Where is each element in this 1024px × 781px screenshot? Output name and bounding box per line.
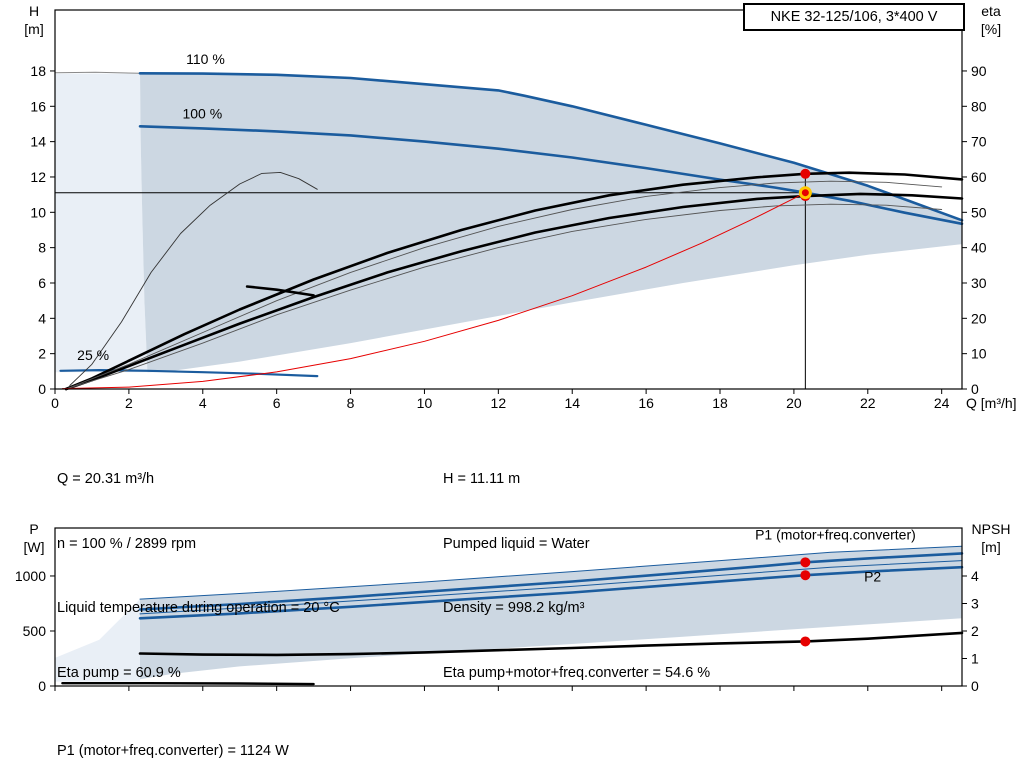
curve-label-p2: P2 — [864, 568, 881, 584]
series-p1-envelope-top — [139, 545, 963, 600]
y-left-tick-label: 6 — [38, 275, 46, 291]
y-right-tick-label: 3 — [971, 595, 979, 611]
series-eta-thin-a — [65, 180, 943, 390]
info-pumped-liquid: Pumped liquid = Water — [443, 535, 590, 552]
plot-border-qh-eta-chart — [54, 9, 963, 390]
y-left-tick-label: 1000 — [15, 568, 46, 584]
series-eta-pump-motor-freq — [64, 192, 964, 391]
curve-label-100-: 100 % — [182, 106, 222, 122]
x-tick-label: 20 — [786, 395, 802, 411]
y-right-tick-label: 50 — [971, 204, 987, 220]
y-left-tick-label: 0 — [38, 678, 46, 694]
y-right-axis-unit: [%] — [981, 21, 1001, 37]
y-right-tick-label: 20 — [971, 310, 987, 326]
operating-point-marker — [798, 186, 812, 200]
pump-title-box: NKE 32-125/106, 3*400 V — [743, 3, 965, 31]
x-tick-label: 0 — [51, 395, 59, 411]
y-left-tick-label: 12 — [30, 169, 46, 185]
curve-label-p1-motor-freq-converter-: P1 (motor+freq.converter) — [755, 527, 916, 543]
x-tick-label: 4 — [199, 395, 207, 411]
x-tick-label: 14 — [564, 395, 580, 411]
y-right-tick-label: 0 — [971, 678, 979, 694]
duty-point-marker — [800, 570, 811, 581]
x-tick-label: 8 — [347, 395, 355, 411]
duty-point-marker — [800, 168, 811, 179]
y-right-tick-label: 90 — [971, 63, 987, 79]
series-npsh — [138, 631, 964, 657]
y-left-tick-label: 0 — [38, 381, 46, 397]
curve-label-110-: 110 % — [186, 51, 225, 67]
y-left-tick-label: 500 — [23, 623, 47, 639]
y-left-axis-unit: [m] — [24, 21, 43, 37]
y-left-tick-label: 8 — [38, 240, 46, 256]
y-right-tick-label: 10 — [971, 346, 987, 362]
y-right-axis-unit: [m] — [981, 539, 1000, 555]
y-left-tick-label: 2 — [38, 346, 46, 362]
y-right-tick-label: 60 — [971, 169, 987, 185]
curve-label-25-: 25 % — [77, 347, 109, 363]
y-right-axis-title: eta — [981, 3, 1001, 19]
y-right-tick-label: 70 — [971, 134, 987, 150]
info-column-left: Q = 20.31 m³/h n = 100 % / 2899 rpm Liqu… — [57, 426, 340, 727]
series-eta-small-speed — [69, 171, 318, 386]
info-head: H = 11.11 m — [443, 471, 521, 487]
x-tick-label: 2 — [125, 395, 133, 411]
series-stub-black — [245, 285, 315, 297]
y-right-tick-label: 30 — [971, 275, 987, 291]
y-left-axis-title: H — [29, 3, 39, 19]
series-npsh-low — [61, 682, 315, 686]
pump-title: NKE 32-125/106, 3*400 V — [770, 9, 938, 25]
series-max-curve-lead — [54, 71, 141, 74]
info-liquid-temperature: Liquid temperature during operation = 20… — [57, 600, 340, 616]
series-eta-pump — [64, 171, 964, 391]
y-left-tick-label: 4 — [38, 310, 46, 326]
footer-p1: P1 (motor+freq.converter) = 1124 W — [57, 743, 289, 759]
info-eta-pump: Eta pump = 60.9 % — [57, 664, 181, 681]
duty-point-marker — [800, 636, 811, 647]
x-tick-label: 16 — [638, 395, 654, 411]
y-right-tick-label: 0 — [971, 381, 979, 397]
y-right-tick-label: 4 — [971, 568, 979, 584]
info-column-right: H = 11.11 m Pumped liquid = Water Densit… — [443, 426, 710, 727]
series-p1 — [138, 552, 964, 611]
y-right-tick-label: 40 — [971, 240, 987, 256]
x-tick-label: 6 — [273, 395, 281, 411]
region-envelope-main — [140, 73, 962, 373]
x-tick-label: 10 — [417, 395, 433, 411]
footer-values: P1 (motor+freq.converter) = 1124 W P2 = … — [57, 698, 289, 781]
region-envelope-light — [55, 73, 148, 373]
y-left-tick-label: 14 — [30, 134, 46, 150]
x-tick-label: 12 — [491, 395, 507, 411]
x-tick-label: 24 — [934, 395, 950, 411]
series-system-curve — [61, 192, 806, 390]
plot-border-power-npsh-chart — [54, 527, 963, 687]
x-tick-label: 18 — [712, 395, 728, 411]
series-p2 — [138, 565, 964, 620]
y-right-tick-label: 2 — [971, 623, 979, 639]
series-p-mid-thin — [139, 560, 963, 615]
info-eta-total: Eta pump+motor+freq.converter = 54.6 % — [443, 664, 711, 681]
duty-point-marker — [800, 557, 811, 568]
region-power-light — [55, 599, 140, 682]
info-speed: n = 100 % / 2899 rpm — [57, 535, 197, 552]
y-left-axis-unit: [W] — [24, 539, 45, 555]
y-right-tick-label: 1 — [971, 650, 979, 666]
info-q: Q = 20.31 m³/h — [57, 471, 155, 487]
y-left-axis-title: P — [29, 521, 38, 537]
y-left-tick-label: 10 — [30, 204, 46, 220]
y-right-axis-title: NPSH — [972, 521, 1011, 537]
series-speed-110 — [138, 72, 964, 222]
y-left-tick-label: 16 — [30, 98, 46, 114]
series-speed-25 — [59, 369, 319, 378]
x-axis-title: Q [m³/h] — [966, 395, 1017, 411]
y-right-tick-label: 80 — [971, 98, 987, 114]
x-tick-label: 22 — [860, 395, 876, 411]
y-left-tick-label: 18 — [30, 63, 46, 79]
info-density: Density = 998.2 kg/m³ — [443, 600, 585, 616]
series-eta-thin-b — [65, 203, 943, 390]
series-speed-100 — [138, 125, 964, 226]
